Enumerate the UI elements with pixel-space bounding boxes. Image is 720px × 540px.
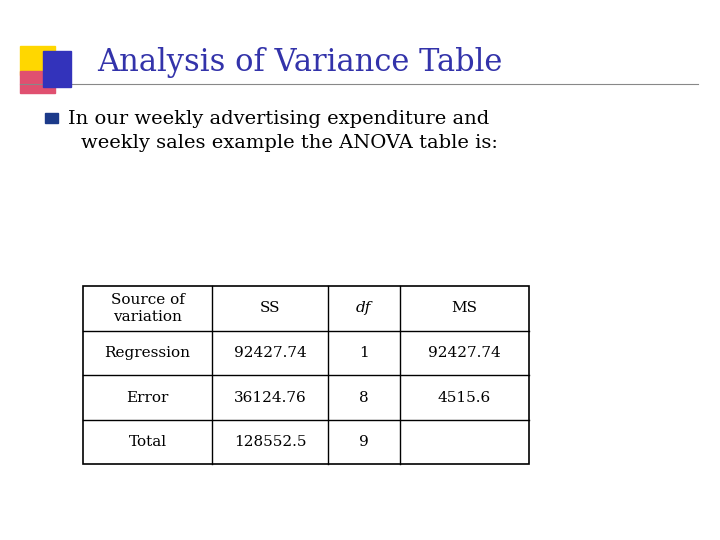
Text: Source of
variation: Source of variation [111,293,184,323]
Text: df: df [356,301,372,315]
Text: 128552.5: 128552.5 [234,435,306,449]
Bar [20,71,55,93]
Text: Total: Total [129,435,166,449]
Text: SS: SS [260,301,280,315]
Text: 4515.6: 4515.6 [438,390,491,404]
Text: In our weekly advertising expenditure and: In our weekly advertising expenditure an… [68,110,490,128]
Bar [45,113,58,123]
Text: 92427.74: 92427.74 [428,346,501,360]
Text: 8: 8 [359,390,369,404]
Bar [20,46,55,75]
Text: 1: 1 [359,346,369,360]
Text: Regression: Regression [104,346,191,360]
Text: Error: Error [127,390,168,404]
Text: 36124.76: 36124.76 [233,390,307,404]
Text: weekly sales example the ANOVA table is:: weekly sales example the ANOVA table is: [81,134,498,152]
Text: 92427.74: 92427.74 [233,346,307,360]
Text: Analysis of Variance Table: Analysis of Variance Table [97,46,503,78]
Text: MS: MS [451,301,477,315]
Bar [43,51,71,87]
Text: 9: 9 [359,435,369,449]
